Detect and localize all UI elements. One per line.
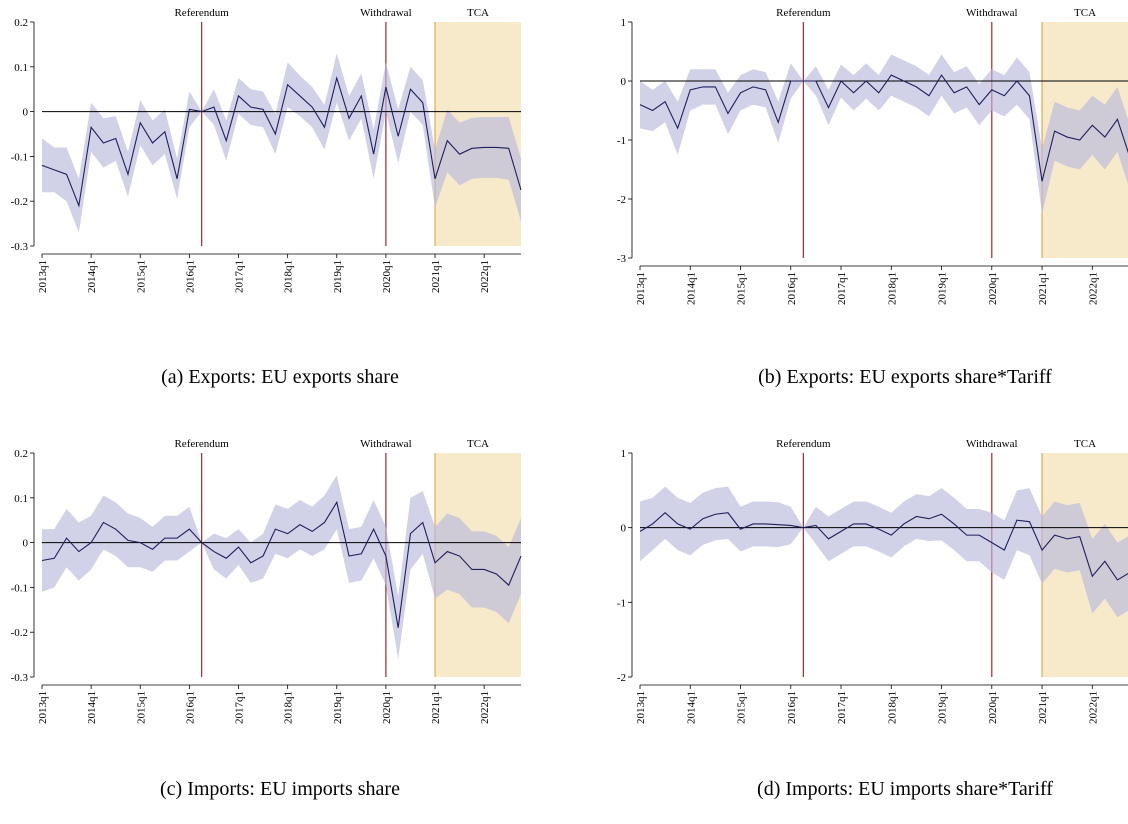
y-tick-label: 0: [621, 76, 627, 88]
x-tick-label: 2020q1: [987, 272, 999, 305]
x-tick-label: 2019q1: [937, 272, 949, 305]
x-tick-label: 2019q1: [332, 691, 344, 724]
estimate-line: [41, 75, 522, 208]
event-label: Referendum: [776, 438, 831, 450]
x-tick-label: 2016q1: [184, 260, 196, 293]
event-label: Withdrawal: [360, 438, 411, 450]
y-tick-label: -2: [617, 672, 626, 684]
estimate-line: [639, 74, 1128, 182]
x-tick-label: 2013q1: [37, 260, 49, 293]
x-tick-label: 2016q1: [786, 691, 798, 724]
tca-label: TCA: [467, 438, 489, 450]
x-tick-label: 2019q1: [937, 691, 949, 724]
event-label: Referendum: [776, 7, 831, 19]
x-tick-label: 2022q1: [479, 260, 491, 293]
x-tick-label: 2017q1: [836, 691, 848, 724]
x-tick-label: 2016q1: [786, 272, 798, 305]
x-tick-label: 2015q1: [135, 260, 147, 293]
y-tick-label: -0.2: [11, 196, 28, 208]
y-tick-label: -2: [617, 194, 626, 206]
confidence-band: [640, 486, 1128, 618]
x-tick-label: 2018q1: [283, 691, 295, 724]
x-tick-label: 2015q1: [135, 691, 147, 724]
x-tick-label: 2017q1: [234, 691, 246, 724]
y-tick-label: -1: [617, 597, 626, 609]
x-tick-label: 2020q1: [381, 260, 393, 293]
caption: (a) Exports: EU exports share: [161, 366, 399, 388]
x-tick-label: 2020q1: [381, 691, 393, 724]
x-tick-label: 2021q1: [1037, 691, 1049, 724]
y-tick-label: -0.3: [11, 672, 29, 684]
caption: (d) Imports: EU imports share*Tariff: [757, 778, 1053, 800]
x-tick-label: 2018q1: [886, 691, 898, 724]
x-tick-label: 2014q1: [86, 260, 98, 293]
y-tick-label: 0: [621, 523, 627, 535]
event-label: Withdrawal: [360, 7, 411, 19]
estimate-line: [41, 500, 522, 628]
event-label: Referendum: [174, 438, 229, 450]
estimate-line: [639, 511, 1128, 581]
y-tick-label: -0.1: [11, 151, 28, 163]
x-tick-label: 2022q1: [479, 691, 491, 724]
x-tick-label: 2017q1: [836, 272, 848, 305]
y-tick-label: 0.1: [14, 62, 28, 74]
x-tick-label: 2018q1: [283, 260, 295, 293]
y-tick-label: 0.2: [14, 448, 28, 460]
caption: (b) Exports: EU exports share*Tariff: [758, 366, 1052, 388]
x-tick-label: 2018q1: [886, 272, 898, 305]
x-tick-label: 2014q1: [86, 691, 98, 724]
tca-label: TCA: [467, 7, 489, 19]
x-tick-label: 2014q1: [685, 272, 697, 305]
y-tick-label: -0.3: [11, 241, 29, 253]
tca-label: TCA: [1074, 7, 1096, 19]
event-label: Referendum: [174, 7, 229, 19]
y-tick-label: 0: [23, 107, 29, 119]
confidence-band: [42, 53, 521, 233]
x-tick-label: 2015q1: [736, 272, 748, 305]
y-tick-label: 1: [621, 17, 627, 29]
y-tick-label: -1: [617, 135, 626, 147]
event-label: Withdrawal: [966, 7, 1017, 19]
tca-label: TCA: [1074, 438, 1096, 450]
x-tick-label: 2021q1: [430, 260, 442, 293]
y-tick-label: 0.1: [14, 493, 28, 505]
event-label: Withdrawal: [966, 438, 1017, 450]
y-tick-label: -0.1: [11, 582, 28, 594]
x-tick-label: 2013q1: [635, 691, 647, 724]
y-tick-label: -3: [617, 253, 627, 265]
x-tick-label: 2014q1: [685, 691, 697, 724]
x-tick-label: 2017q1: [234, 260, 246, 293]
x-tick-label: 2016q1: [184, 691, 196, 724]
y-tick-label: 0.2: [14, 17, 28, 29]
x-tick-label: 2021q1: [430, 691, 442, 724]
caption: (c) Imports: EU imports share: [160, 778, 400, 800]
x-tick-label: 2022q1: [1087, 691, 1099, 724]
x-tick-label: 2020q1: [987, 691, 999, 724]
x-tick-label: 2021q1: [1037, 272, 1049, 305]
x-tick-label: 2019q1: [332, 260, 344, 293]
x-tick-label: 2013q1: [635, 272, 647, 305]
x-tick-label: 2015q1: [736, 691, 748, 724]
y-tick-label: 0: [23, 538, 29, 550]
x-tick-label: 2022q1: [1087, 272, 1099, 305]
y-tick-label: -0.2: [11, 627, 28, 639]
x-tick-label: 2013q1: [37, 691, 49, 724]
confidence-band: [42, 475, 521, 660]
y-tick-label: 1: [621, 448, 627, 460]
